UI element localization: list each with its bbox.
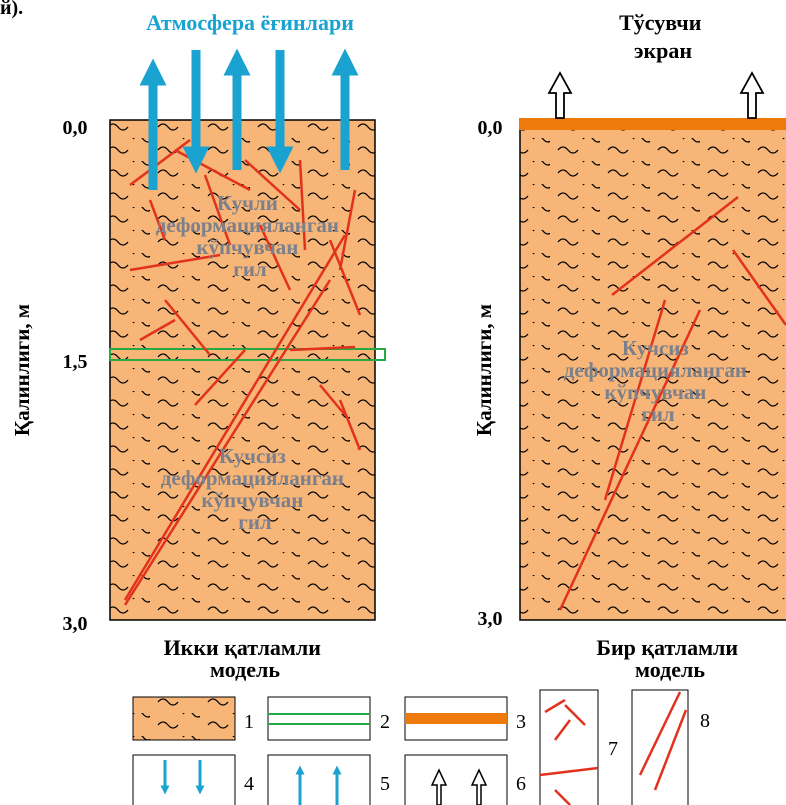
legend-number: 8: [700, 710, 710, 732]
depth-tick: 0,0: [478, 117, 503, 139]
y-axis-label: Қалинлиги, м: [472, 304, 496, 436]
y-axis-label: Қалинлиги, м: [10, 304, 34, 436]
layer-label: Кучсиз деформацияланган кўпчувчан гил: [564, 336, 753, 426]
lower-layer-label: Кучсиз деформацияланган кўпчувчан гил: [161, 444, 350, 534]
legend-number: 5: [380, 773, 390, 795]
precipitation-arrows: [139, 48, 359, 190]
left-block: [109, 119, 376, 621]
left-caption: Икки қатламли модель: [164, 635, 327, 682]
precipitation-label: Атмосфера ёғинлари: [146, 10, 354, 35]
corner-text: й).: [0, 0, 23, 19]
right-block: [519, 119, 786, 621]
screen-layer: [109, 348, 386, 361]
depth-tick: 0,0: [63, 117, 88, 139]
depth-tick: 3,0: [63, 613, 88, 635]
legend-number: 1: [244, 711, 254, 733]
screen-arrows: [547, 71, 765, 119]
legend: [132, 689, 689, 805]
cracks-left: [123, 139, 362, 606]
screen-label: Тўсувчи экран: [619, 10, 707, 63]
legend-number: 7: [608, 738, 618, 760]
upper-layer-label: Кучли деформацияланган кўпчувчан гил: [156, 191, 345, 281]
legend-number: 4: [244, 773, 254, 795]
legend-number: 6: [516, 773, 526, 795]
depth-tick: 3,0: [478, 608, 503, 630]
right-caption: Бир қатламли модель: [596, 635, 743, 682]
legend-number: 3: [516, 711, 526, 733]
cracks-right: [558, 196, 786, 611]
legend-number: 2: [380, 711, 390, 733]
screen: [519, 118, 786, 130]
depth-tick: 1,5: [63, 351, 88, 373]
